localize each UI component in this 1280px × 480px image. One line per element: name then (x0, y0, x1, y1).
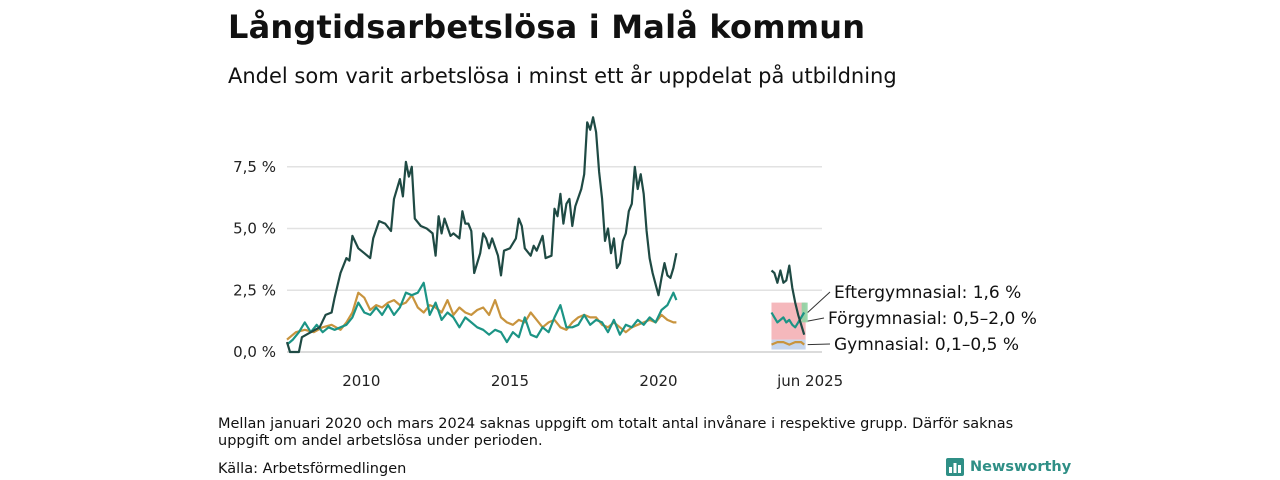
y-tick-label: 2,5 % (233, 281, 276, 299)
y-tick-label: 0,0 % (233, 343, 276, 361)
x-tick-label: 2010 (342, 372, 380, 390)
series-lines (285, 116, 806, 354)
line-chart: 0,0 % 2,5 % 5,0 % 7,5 % 2010 2015 2020 jun 202… (233, 116, 1037, 390)
x-tick-label-latest: jun 2025 (776, 372, 843, 390)
end-label: Eftergymnasial: 1,6 % (834, 283, 1021, 303)
source-text: Källa: Arbetsförmedlingen (218, 461, 407, 477)
series-line (286, 281, 678, 346)
brand-logo[interactable]: Newsworthy (946, 458, 1071, 476)
leader-line (807, 343, 831, 346)
range-band (801, 302, 808, 323)
series-line-recent (770, 311, 806, 329)
series-line (285, 116, 678, 354)
x-tick-label: 2015 (491, 372, 529, 390)
end-label: Gymnasial: 0,1–0,5 % (834, 335, 1019, 355)
footnote: Mellan januari 2020 och mars 2024 saknas… (218, 416, 1014, 449)
brand-name: Newsworthy (970, 459, 1072, 475)
series-line-recent (771, 341, 805, 346)
end-label: Förgymnasial: 0,5–2,0 % (828, 309, 1037, 329)
grid-lines (287, 166, 822, 353)
y-axis: 0,0 % 2,5 % 5,0 % 7,5 % (233, 158, 276, 361)
chart-subtitle: Andel som varit arbetslösa i minst ett å… (228, 64, 897, 88)
leader-line (807, 291, 831, 313)
y-tick-label: 7,5 % (233, 158, 276, 176)
x-tick-label: 2020 (639, 372, 677, 390)
x-axis: 2010 2015 2020 jun 2025 (342, 372, 843, 390)
end-labels: Eftergymnasial: 1,6 % Förgymnasial: 0,5–2… (807, 283, 1037, 355)
bar-chart-logo-icon (946, 458, 964, 476)
chart-title: Långtidsarbetslösa i Malå kommun (228, 8, 866, 46)
y-tick-label: 5,0 % (233, 220, 276, 238)
series-line-recent (770, 264, 806, 336)
leader-line (807, 317, 825, 322)
